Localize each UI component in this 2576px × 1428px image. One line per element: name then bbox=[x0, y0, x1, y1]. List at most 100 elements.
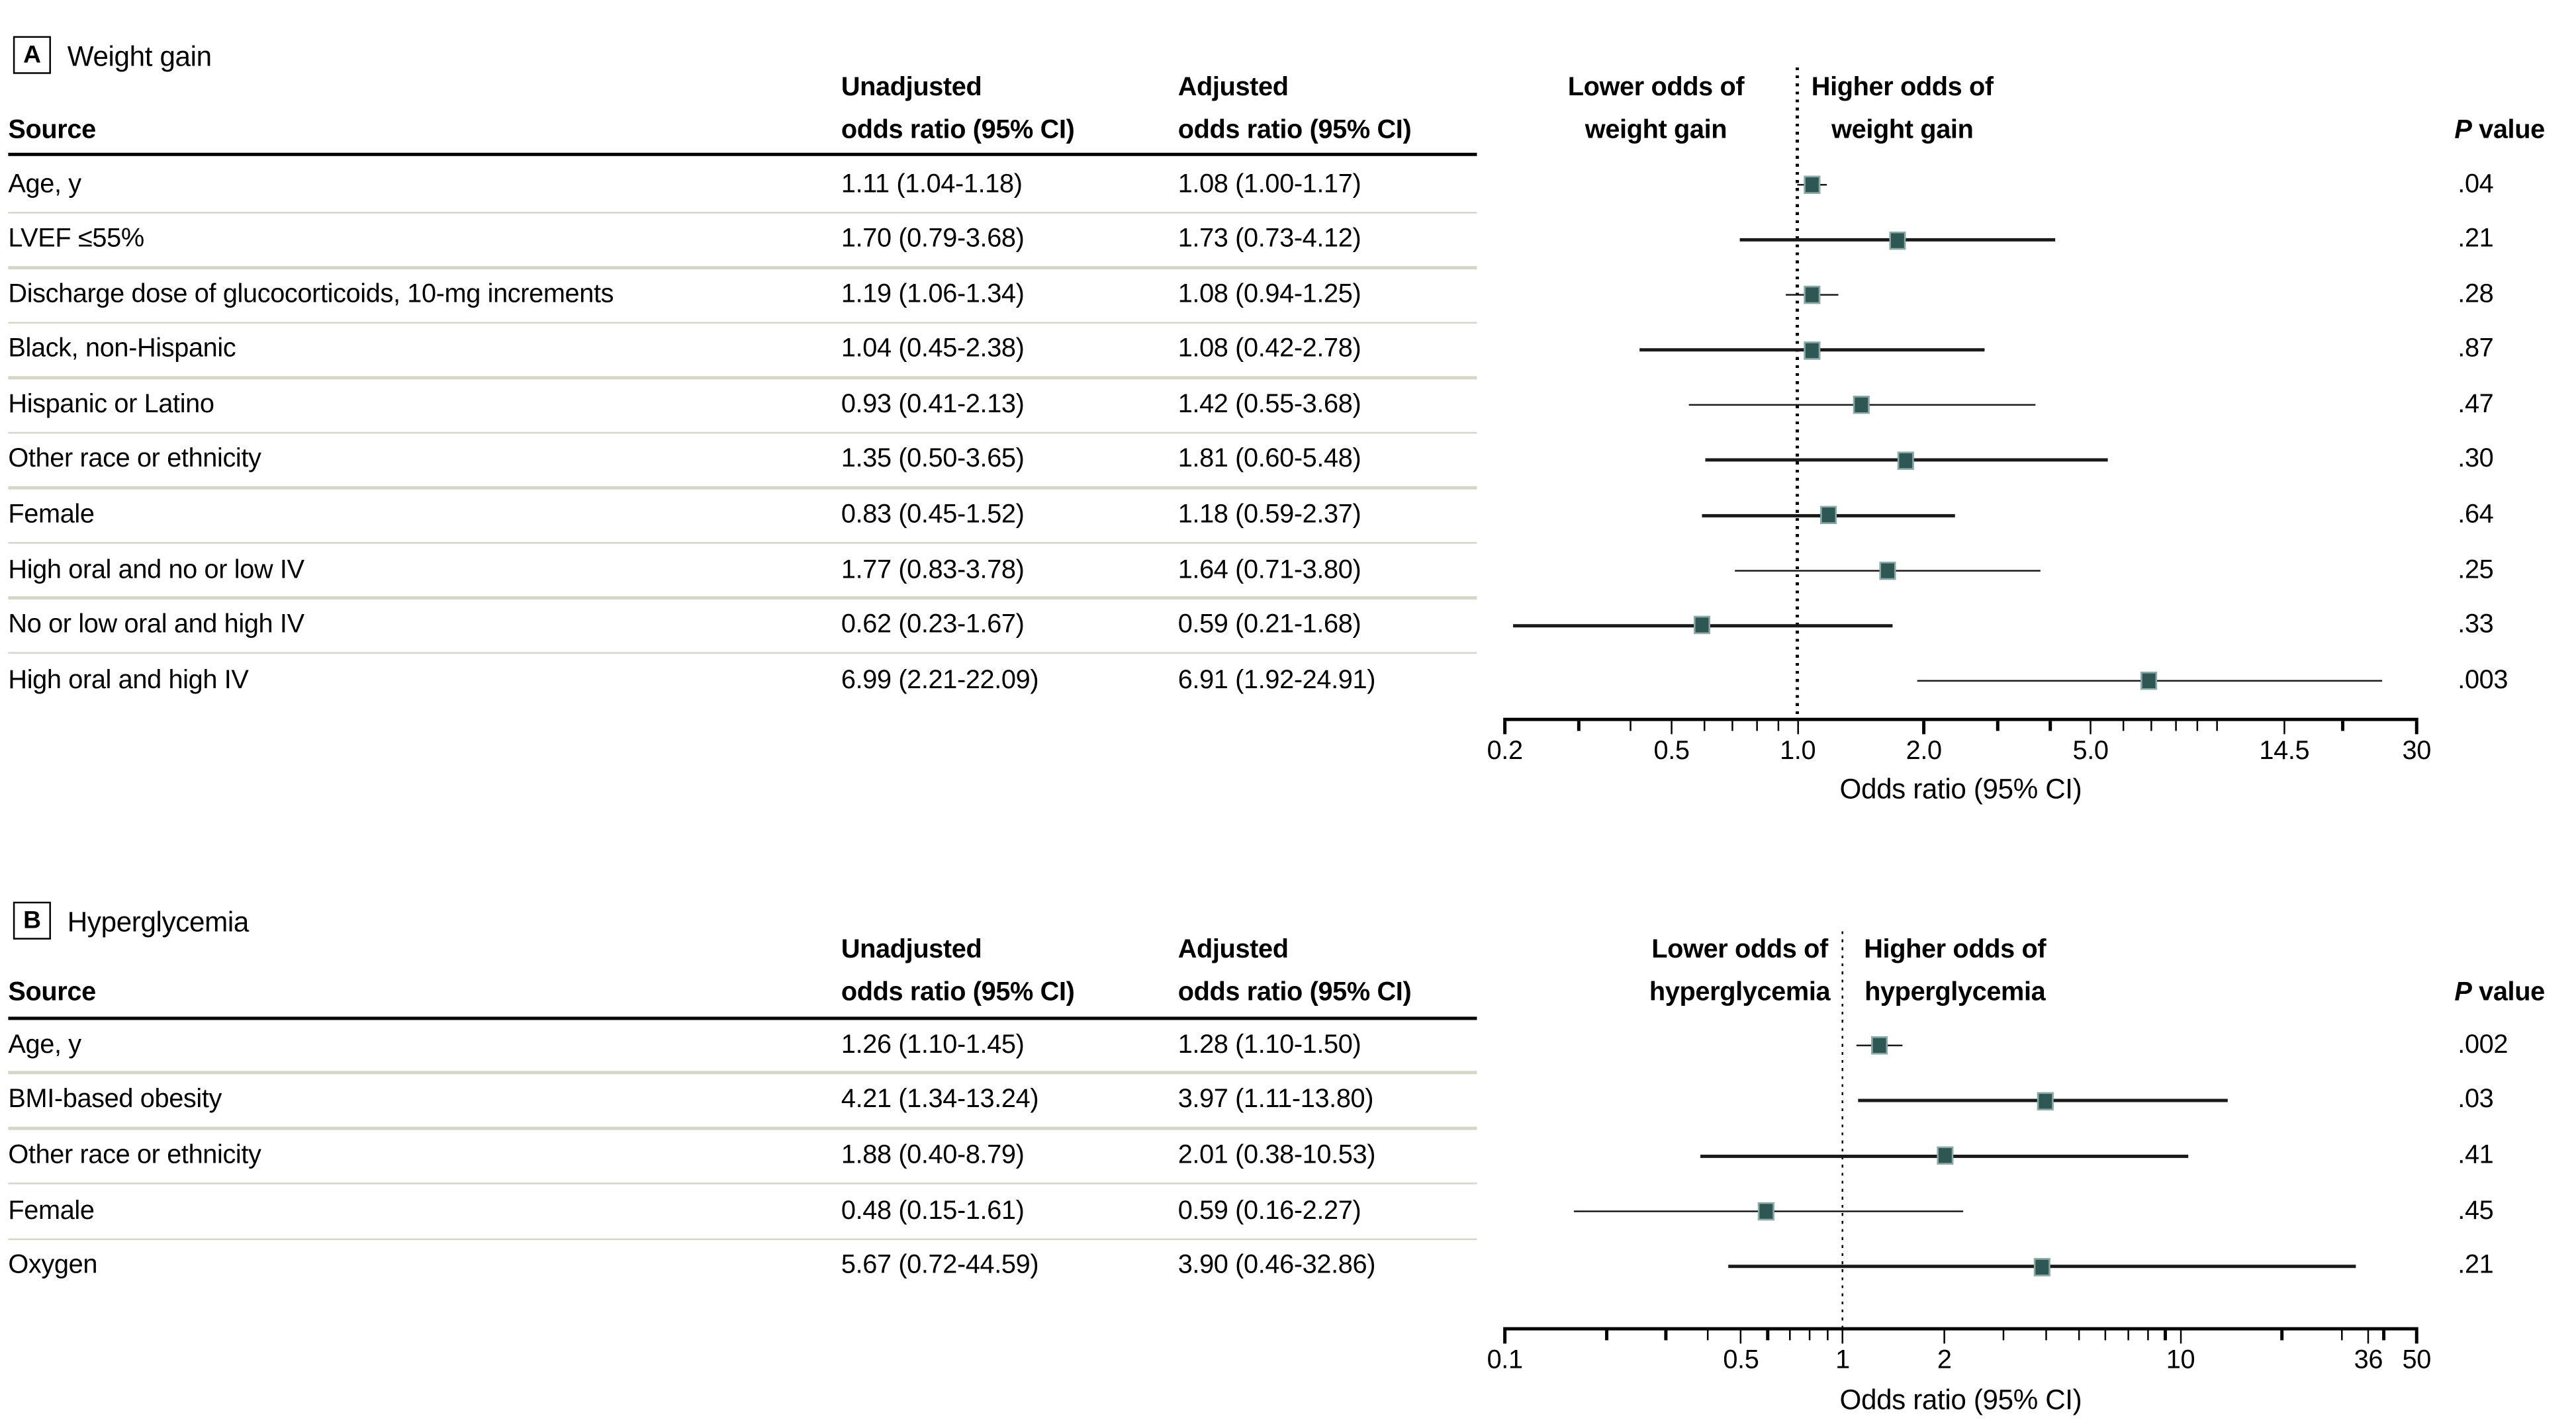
row-unadjusted-or: 1.35 (0.50-3.65) bbox=[841, 445, 1025, 474]
row-source: Other race or ethnicity bbox=[8, 445, 261, 474]
axis-major-tick bbox=[2179, 1330, 2182, 1344]
axis-minor-tick bbox=[1808, 1330, 1812, 1340]
axis-tick-label: 0.5 bbox=[1653, 737, 1690, 766]
axis-major-tick bbox=[2089, 721, 2092, 735]
or-point-marker bbox=[1897, 451, 1914, 470]
row-p-value: .30 bbox=[2458, 445, 2494, 474]
row-unadjusted-or: 6.99 (2.21-22.09) bbox=[841, 666, 1039, 695]
axis-minor-tick bbox=[2215, 721, 2218, 731]
row-adjusted-or: 0.59 (0.16-2.27) bbox=[1177, 1196, 1361, 1225]
panel-a-adjusted-header: Adjusted odds ratio (95% CI) bbox=[1177, 73, 1412, 144]
row-adjusted-or: 1.81 (0.60-5.48) bbox=[1177, 445, 1361, 474]
row-p-value: .21 bbox=[2458, 225, 2494, 253]
axis-minor-tick bbox=[2340, 1330, 2343, 1340]
row-separator bbox=[8, 596, 1477, 600]
or-point-marker bbox=[1853, 396, 1870, 414]
axis-tick-label: 10 bbox=[2166, 1347, 2195, 1375]
panel-b-pvalue-header-p: P bbox=[2454, 979, 2472, 1007]
row-source: Other race or ethnicity bbox=[8, 1141, 261, 1170]
or-point-marker bbox=[2141, 672, 2158, 690]
axis-tick-label: 36 bbox=[2354, 1347, 2383, 1375]
axis-major-tick bbox=[1739, 1330, 1743, 1344]
axis-minor-tick bbox=[2382, 1330, 2385, 1340]
axis-major-tick bbox=[2415, 1330, 2418, 1344]
panel-b-title: Hyperglycemia bbox=[67, 907, 250, 938]
row-separator bbox=[8, 1127, 1477, 1130]
or-point-marker bbox=[1870, 1036, 1888, 1055]
axis-tick-label: 2.0 bbox=[1906, 737, 1942, 766]
row-p-value: .03 bbox=[2458, 1086, 2494, 1114]
row-adjusted-or: 3.90 (0.46-32.86) bbox=[1177, 1252, 1376, 1280]
panel-b-letter: B bbox=[23, 907, 41, 935]
axis-tick-label: 14.5 bbox=[2259, 737, 2310, 766]
row-unadjusted-or: 0.93 (0.41-2.13) bbox=[841, 390, 1025, 419]
or-point-marker bbox=[1803, 286, 1820, 304]
row-p-value: .47 bbox=[2458, 390, 2494, 419]
row-source: High oral and no or low IV bbox=[8, 556, 304, 584]
axis-tick-label: 50 bbox=[2402, 1347, 2432, 1375]
axis-major-tick bbox=[1503, 721, 1506, 735]
axis-minor-tick bbox=[1756, 721, 1759, 731]
row-source: Discharge dose of glucocorticoids, 10-mg… bbox=[8, 280, 614, 309]
panel-a-pvalue-header-rest: value bbox=[2471, 115, 2545, 144]
axis-minor-tick bbox=[2078, 1330, 2080, 1340]
or-point-marker bbox=[1889, 230, 1906, 249]
or-point-marker bbox=[2034, 1257, 2051, 1276]
panel-b-axis-title: Odds ratio (95% CI) bbox=[1839, 1384, 2082, 1416]
reference-line-or1 bbox=[1841, 930, 1845, 1327]
row-separator bbox=[8, 541, 1477, 545]
row-p-value: .28 bbox=[2458, 280, 2494, 309]
or-point-marker bbox=[1819, 506, 1837, 525]
axis-major-tick bbox=[2415, 721, 2418, 735]
axis-major-tick bbox=[1670, 721, 1673, 735]
or-point-marker bbox=[1757, 1202, 1774, 1221]
axis-minor-tick bbox=[1789, 1330, 1792, 1340]
axis-minor-tick bbox=[1605, 1330, 1608, 1340]
row-unadjusted-or: 0.83 (0.45-1.52) bbox=[841, 501, 1025, 529]
row-adjusted-or: 1.08 (0.94-1.25) bbox=[1177, 280, 1361, 309]
row-separator bbox=[8, 652, 1477, 654]
axis-major-tick bbox=[1943, 1330, 1946, 1344]
axis-tick-label: 0.5 bbox=[1723, 1347, 1759, 1375]
row-source: Hispanic or Latino bbox=[8, 390, 214, 419]
axis-major-tick bbox=[1796, 721, 1799, 735]
panel-b-pvalue-header-rest: value bbox=[2471, 979, 2545, 1007]
row-adjusted-or: 2.01 (0.38-10.53) bbox=[1177, 1141, 1376, 1170]
row-separator bbox=[8, 1182, 1477, 1185]
panel-b-pvalue-header: P value bbox=[2454, 972, 2545, 1015]
panel-a-pvalue-header: P value bbox=[2454, 109, 2545, 152]
axis-minor-tick bbox=[2196, 721, 2199, 731]
row-source: Female bbox=[8, 501, 95, 529]
panel-a-title: Weight gain bbox=[67, 41, 212, 73]
row-source: Age, y bbox=[8, 1030, 81, 1059]
panel-a-header-rule bbox=[8, 152, 1477, 156]
axis-minor-tick bbox=[1731, 721, 1734, 731]
panel-b-direction-left-label: Lower odds of hyperglycemia bbox=[1649, 936, 1831, 1007]
row-unadjusted-or: 1.19 (1.06-1.34) bbox=[841, 280, 1025, 309]
row-unadjusted-or: 1.26 (1.10-1.45) bbox=[841, 1030, 1025, 1059]
row-unadjusted-or: 5.67 (0.72-44.59) bbox=[841, 1252, 1039, 1280]
row-p-value: .25 bbox=[2458, 556, 2494, 584]
axis-minor-tick bbox=[2150, 721, 2153, 731]
row-unadjusted-or: 1.88 (0.40-8.79) bbox=[841, 1141, 1025, 1170]
axis-minor-tick bbox=[1630, 721, 1632, 731]
axis-tick-label: 0.1 bbox=[1487, 1347, 1523, 1375]
row-source: LVEF ≤55% bbox=[8, 225, 144, 253]
axis-major-tick bbox=[1922, 721, 1925, 735]
axis-minor-tick bbox=[2164, 1330, 2166, 1340]
axis-minor-tick bbox=[1665, 1330, 1667, 1340]
axis-minor-tick bbox=[1577, 721, 1580, 731]
panel-b-header-rule bbox=[8, 1016, 1477, 1020]
row-unadjusted-or: 0.48 (0.15-1.61) bbox=[841, 1196, 1025, 1225]
axis-major-tick bbox=[2367, 1330, 2370, 1344]
row-p-value: .21 bbox=[2458, 1252, 2494, 1280]
row-adjusted-or: 0.59 (0.21-1.68) bbox=[1177, 611, 1361, 639]
row-source: No or low oral and high IV bbox=[8, 611, 304, 639]
axis-tick-label: 1.0 bbox=[1780, 737, 1816, 766]
row-source: Age, y bbox=[8, 170, 81, 199]
row-adjusted-or: 1.08 (0.42-2.78) bbox=[1177, 335, 1361, 364]
axis-tick-label: 1 bbox=[1835, 1347, 1850, 1375]
row-unadjusted-or: 1.04 (0.45-2.38) bbox=[841, 335, 1025, 364]
row-p-value: .87 bbox=[2458, 335, 2494, 364]
